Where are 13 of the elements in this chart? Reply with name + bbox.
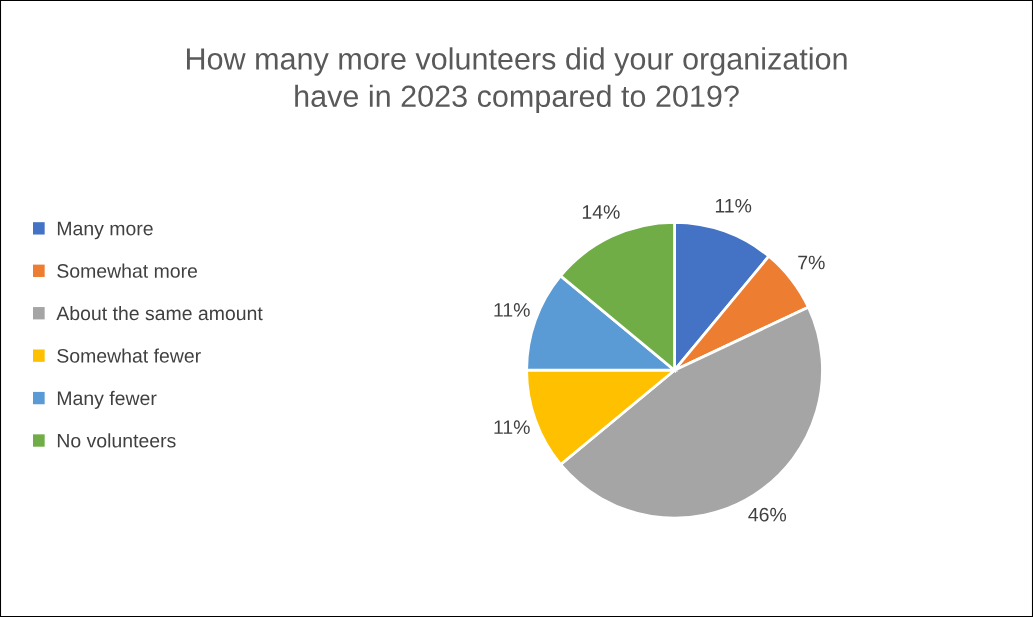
legend-label: Many fewer: [57, 390, 157, 409]
data-label: 46%: [748, 507, 787, 522]
legend-label: About the same amount: [56, 305, 263, 321]
data-label: 14%: [582, 205, 620, 219]
legend-label: Somewhat more: [57, 263, 198, 278]
data-label: 7%: [798, 255, 825, 270]
data-label: 11%: [494, 303, 530, 317]
chart-title: How many more volunteers did your organization have in 2023 compared to 2019?: [187, 47, 847, 114]
data-label: 11%: [494, 420, 530, 434]
data-label: 11%: [715, 198, 752, 213]
legend-label: Somewhat fewer: [57, 348, 201, 363]
legend-label: No volunteers: [57, 433, 176, 448]
legend-label: Many more: [57, 221, 153, 240]
